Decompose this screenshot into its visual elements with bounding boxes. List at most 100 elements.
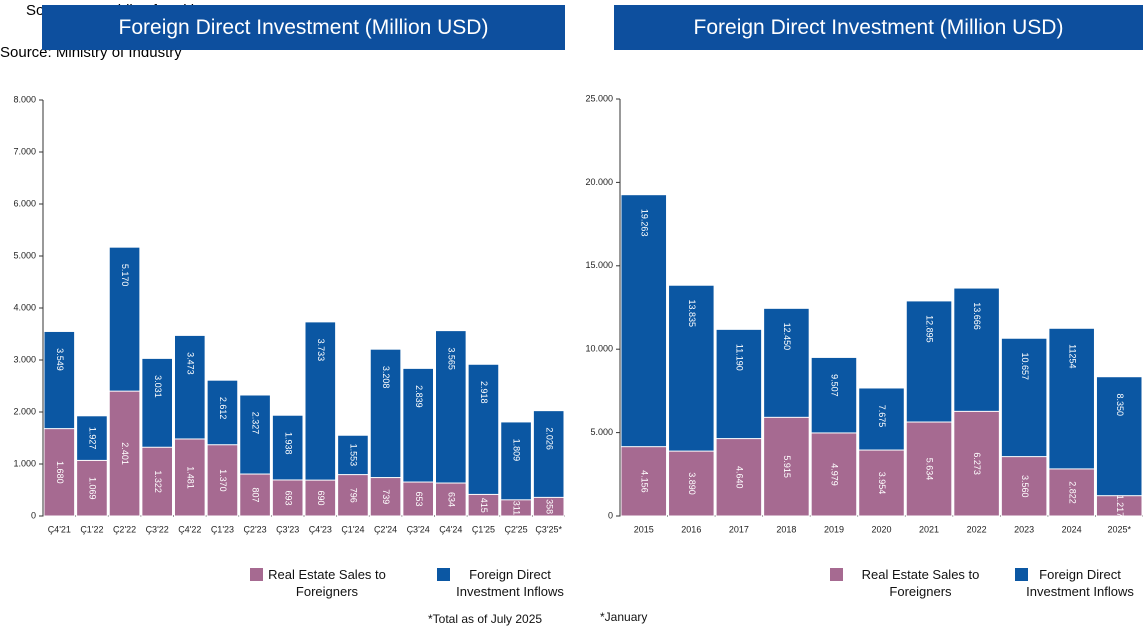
value-label: 4.640 — [734, 466, 744, 489]
x-tick-label: Ç1'22 — [80, 524, 103, 534]
bar — [435, 482, 467, 517]
x-tick-label: Ç3'22 — [146, 524, 169, 534]
value-label: 693 — [283, 490, 293, 505]
bar — [467, 493, 500, 517]
bar — [532, 496, 565, 517]
y-tick-label: 15.000 — [585, 260, 613, 270]
bar — [1095, 495, 1143, 517]
bar — [271, 479, 304, 517]
legend-swatch — [437, 568, 450, 581]
y-tick-label: 5.000 — [590, 427, 613, 437]
value-label: 12.895 — [925, 315, 935, 343]
x-tick-label: Ç2'22 — [113, 524, 136, 534]
value-label: 5.915 — [782, 455, 792, 478]
value-label: 11.190 — [734, 344, 744, 371]
value-label: 13.666 — [972, 302, 982, 330]
bar — [467, 363, 500, 517]
value-label: 3.473 — [185, 352, 195, 375]
value-label: 13.835 — [687, 299, 697, 327]
x-tick-label: Ç4'22 — [178, 524, 201, 534]
value-label: 2.612 — [218, 397, 228, 420]
value-label: 2.401 — [120, 442, 130, 465]
value-label: 1.809 — [512, 439, 522, 462]
x-tick-label: Ç4'21 — [48, 524, 71, 534]
x-tick-label: Ç4'24 — [439, 524, 462, 534]
value-label: 1.553 — [349, 444, 359, 467]
x-tick-label: Ç1'24 — [341, 524, 364, 534]
chart-title: Foreign Direct Investment (Million USD) — [42, 5, 565, 50]
x-tick-label: 2023 — [1014, 524, 1034, 534]
value-label: 1.217 — [1115, 495, 1125, 518]
value-label: 634 — [446, 492, 456, 507]
value-label: 3.565 — [446, 347, 456, 370]
value-label: 2.026 — [544, 427, 554, 450]
value-label: 5.634 — [925, 458, 935, 481]
legend-label: Foreign Direct Investment Inflows — [456, 567, 564, 599]
x-tick-label: Ç1'25 — [472, 524, 495, 534]
value-label: 2.327 — [251, 412, 261, 435]
x-tick-label: Ç1'23 — [211, 524, 234, 534]
bar — [620, 446, 668, 517]
value-label: 807 — [251, 488, 261, 503]
x-tick-label: Ç2'25 — [504, 524, 527, 534]
value-label: 2.918 — [479, 381, 489, 404]
bar — [1095, 376, 1143, 517]
chart-title: Foreign Direct Investment (Million USD) — [614, 5, 1143, 50]
x-tick-label: Ç3'24 — [407, 524, 430, 534]
value-label: 4.156 — [639, 470, 649, 493]
value-label: 739 — [381, 489, 391, 504]
value-label: 3.733 — [316, 339, 326, 362]
bar — [174, 438, 206, 517]
value-label: 3.890 — [687, 472, 697, 495]
legend-label: Real Estate Sales to Foreigners — [861, 567, 980, 599]
bar — [304, 479, 337, 517]
y-tick-label: 6.000 — [13, 198, 36, 208]
value-label: 1.927 — [88, 427, 98, 450]
legend-label: Real Estate Sales to Foreigners — [268, 567, 386, 599]
value-label: 3.031 — [153, 375, 163, 398]
bar — [953, 410, 1000, 517]
value-label: 19.263 — [639, 209, 649, 237]
footnote: *January — [600, 610, 648, 624]
y-tick-label: 7.000 — [13, 146, 36, 156]
bar — [858, 449, 905, 517]
value-label: 1.370 — [218, 469, 228, 492]
value-label: 796 — [349, 488, 359, 503]
value-label: 6.273 — [972, 452, 982, 475]
value-label: 1.481 — [185, 466, 195, 489]
bar — [668, 450, 715, 517]
bar — [108, 390, 141, 517]
bar — [402, 481, 434, 517]
value-label: 9.507 — [830, 374, 840, 397]
bar — [43, 428, 76, 517]
value-label: 3.954 — [877, 472, 887, 495]
x-tick-label: Ç4'23 — [309, 524, 332, 534]
x-tick-label: Ç3'25* — [535, 524, 562, 534]
legend-swatch — [250, 568, 263, 581]
x-tick-label: Ç2'24 — [374, 524, 397, 534]
x-tick-label: 2020 — [871, 524, 891, 534]
value-label: 2.839 — [414, 385, 424, 408]
legend-swatch — [1015, 568, 1028, 581]
x-tick-label: 2021 — [919, 524, 939, 534]
x-tick-label: 2019 — [824, 524, 844, 534]
x-tick-label: 2018 — [776, 524, 796, 534]
legend-label: Foreign Direct Investment Inflows — [1026, 567, 1134, 599]
value-label: 1.069 — [88, 477, 98, 500]
x-tick-label: 2016 — [681, 524, 701, 534]
footnote: *Total as of July 2025 — [428, 612, 543, 626]
y-tick-label: 2.000 — [13, 406, 36, 416]
value-label: 3.560 — [1020, 475, 1030, 498]
y-tick-label: 0 — [608, 510, 613, 520]
y-tick-label: 1.000 — [13, 458, 36, 468]
x-tick-label: 2024 — [1062, 524, 1082, 534]
y-tick-label: 8.000 — [13, 94, 36, 104]
value-label: 311 — [512, 501, 522, 515]
value-label: 5.170 — [120, 264, 130, 287]
bar — [905, 421, 953, 517]
value-label: 415 — [479, 498, 489, 513]
y-tick-label: 0 — [31, 510, 36, 520]
value-label: 1.680 — [55, 461, 65, 484]
y-tick-label: 4.000 — [13, 302, 36, 312]
value-label: 3.549 — [55, 348, 65, 371]
